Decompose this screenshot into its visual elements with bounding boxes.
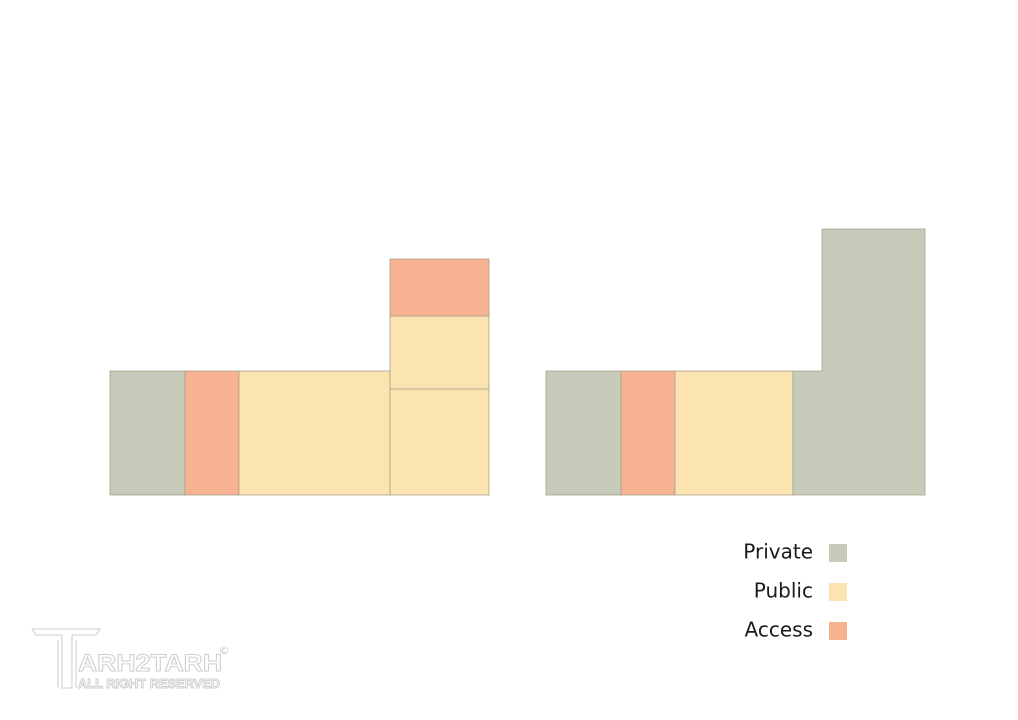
watermark-rights: ALL RIGHT RESERVED [78,676,220,691]
legend: Private Public Access [743,540,847,642]
plan-right [545,228,926,496]
zone-public [389,388,490,496]
zone-public [674,370,794,496]
zone-access [184,370,240,496]
legend-label: Access [745,618,813,642]
zone-private [545,370,622,496]
legend-swatch [829,622,847,640]
zone-private [109,370,186,496]
legend-label: Public [754,579,813,603]
zone-access [389,258,490,317]
zone-private [792,228,926,496]
zone-access [620,370,676,496]
zone-public [389,315,490,390]
plan-left [109,258,490,496]
watermark-brand: ARH2TARH [78,650,222,677]
legend-label: Private [743,540,813,564]
legend-swatch [829,583,847,601]
logo-column [31,628,101,689]
watermark-copyright: © [219,644,230,657]
zone-public [238,370,391,496]
legend-swatch [829,544,847,562]
watermark: ARH2TARH ALL RIGHT RESERVED © [31,628,230,692]
